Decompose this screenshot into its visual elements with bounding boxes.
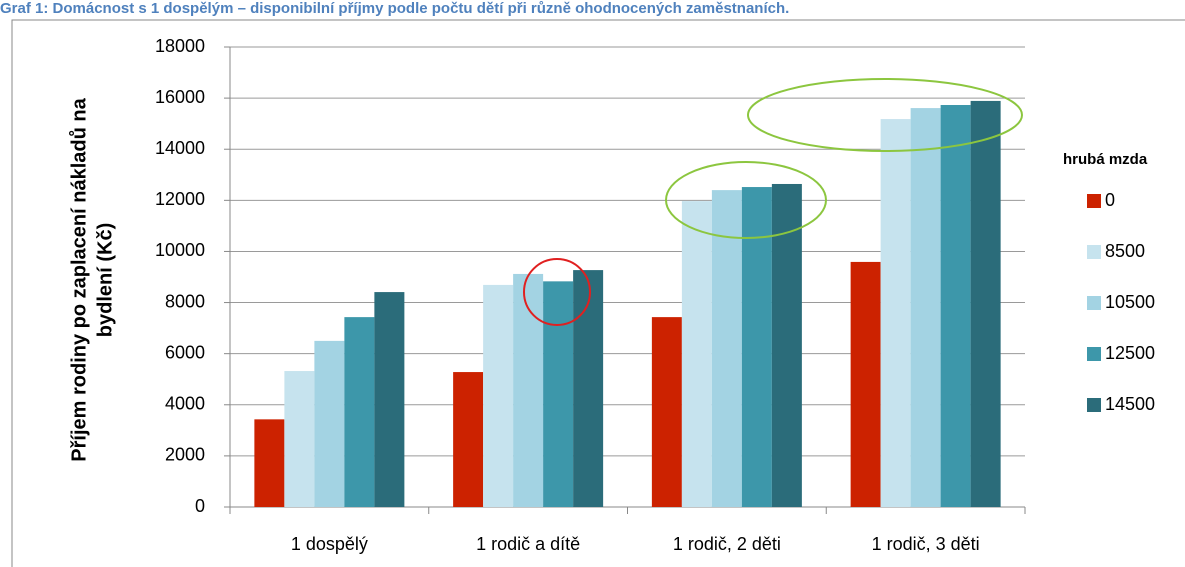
bar [681, 201, 712, 507]
bar [254, 419, 285, 507]
x-tick-label: 1 rodič a dítě [476, 534, 580, 554]
x-tick-label: 1 dospělý [291, 534, 368, 554]
highlight-ellipse [747, 78, 1023, 152]
bar [513, 273, 544, 507]
plot: 0 2000 4000 6000 8000 10000 12000 14000 16000 180… [155, 36, 1026, 554]
bar [651, 317, 682, 507]
bar [314, 340, 345, 507]
x-tick-label: 1 rodič, 3 děti [872, 534, 980, 554]
legend-swatch [1087, 296, 1101, 310]
legend-swatch [1087, 245, 1101, 259]
chart-frame [11, 19, 1185, 567]
bar [543, 281, 574, 507]
bar [850, 261, 881, 507]
y-tick-label: 12000 [155, 189, 205, 209]
bar [284, 371, 315, 507]
highlight-ellipse [665, 161, 827, 239]
legend-swatch [1087, 398, 1101, 412]
bar [573, 270, 604, 507]
y-tick-label: 8000 [165, 291, 205, 311]
y-tick-label: 2000 [165, 445, 205, 465]
legend-label: 12500 [1105, 343, 1155, 363]
annotations [523, 78, 1023, 326]
y-tick-label: 6000 [165, 342, 205, 362]
y-tick-label: 10000 [155, 240, 205, 260]
legend-label: 0 [1105, 190, 1115, 210]
bar [374, 292, 405, 507]
bar [344, 317, 375, 507]
highlight-circle [523, 258, 591, 326]
legend-label: 14500 [1105, 394, 1155, 414]
x-tick-label: 1 rodič, 2 děti [673, 534, 781, 554]
y-tick-label: 0 [195, 496, 205, 516]
bar [771, 183, 802, 507]
bar [910, 108, 941, 508]
bar [741, 187, 772, 508]
bar [453, 372, 484, 507]
y-tick-label: 18000 [155, 36, 205, 56]
bar [711, 190, 742, 507]
legend-swatch [1087, 347, 1101, 361]
y-axis-label-line: bydlení (Kč) [94, 223, 116, 337]
y-tick-label: 4000 [165, 394, 205, 414]
y-axis-label-line: Příjem rodiny po zaplacení nákladů na [68, 97, 90, 461]
bar [970, 100, 1001, 507]
bar [483, 284, 514, 507]
chart-title: Graf 1: Domácnost s 1 dospělým – disponi… [0, 0, 789, 17]
bar [940, 105, 971, 507]
y-tick-label: 14000 [155, 138, 205, 158]
y-axis-label: Příjem rodiny po zaplacení nákladů na by… [68, 97, 116, 461]
legend-swatch [1087, 194, 1101, 208]
legend-label: 10500 [1105, 292, 1155, 312]
bar [880, 119, 911, 508]
legend-label: 8500 [1105, 241, 1145, 261]
legend-title: hrubá mzda [1063, 151, 1148, 168]
y-tick-label: 16000 [155, 87, 205, 107]
